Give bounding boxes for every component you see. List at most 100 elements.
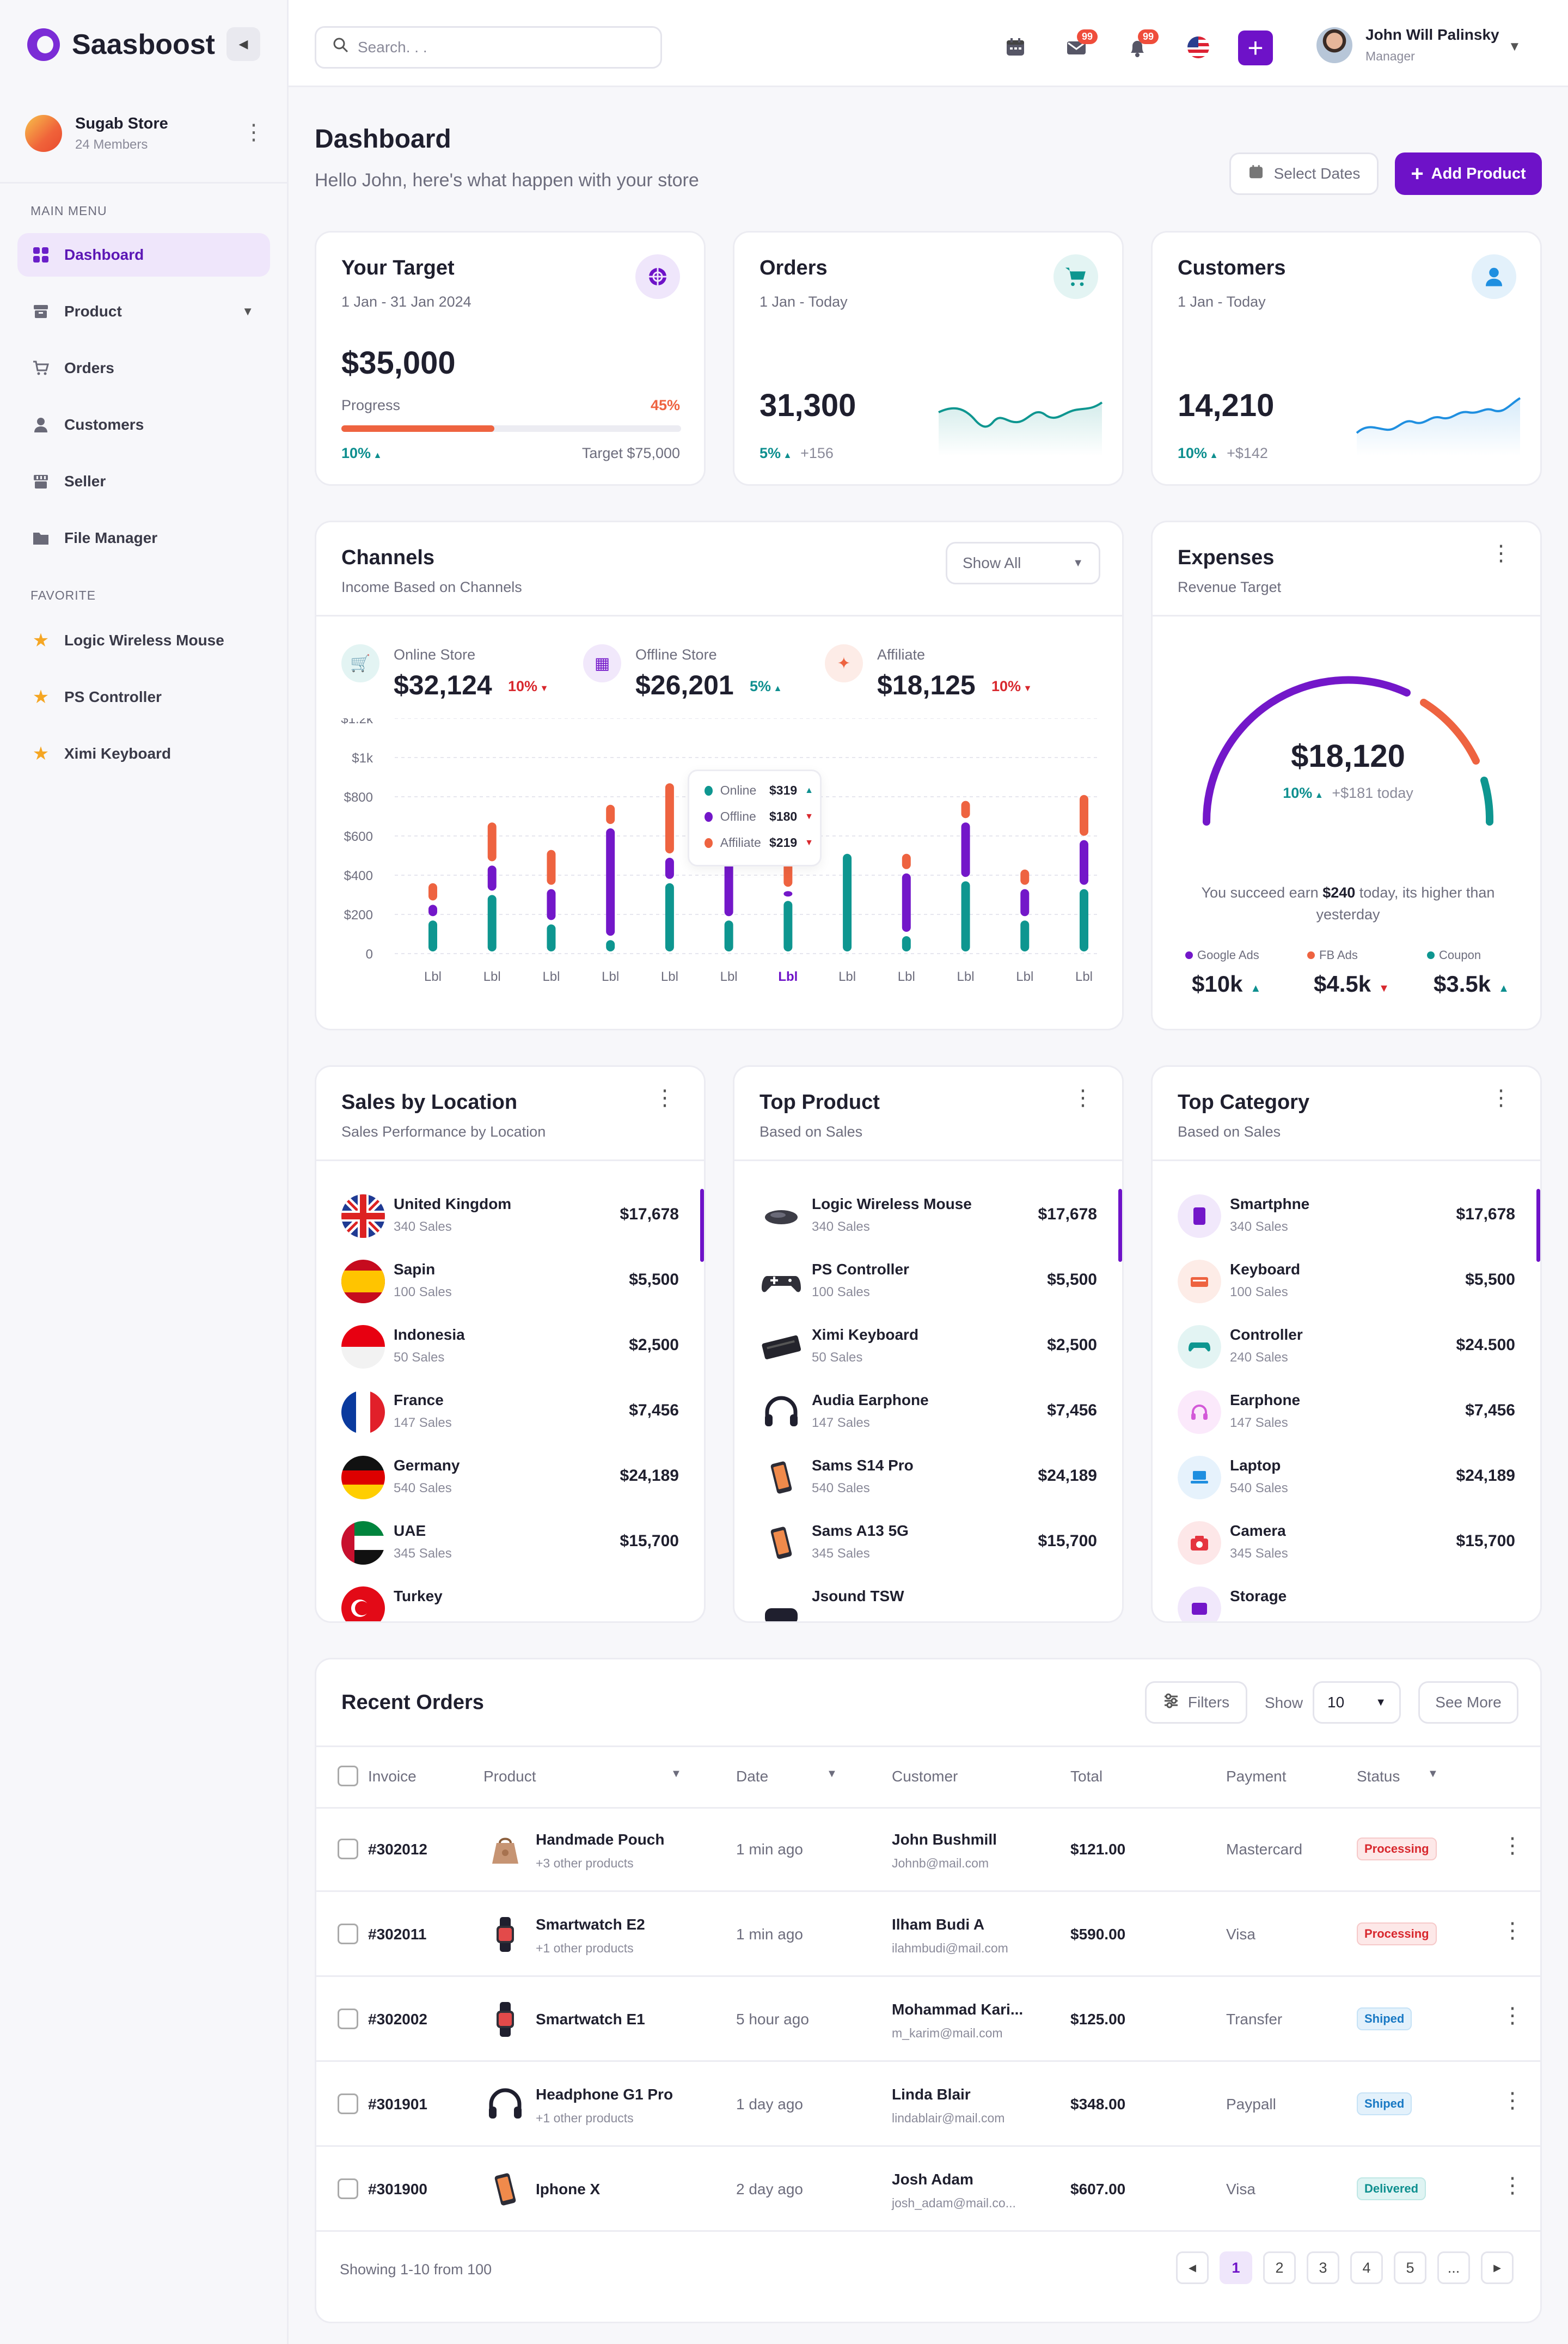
- bar-segment-affiliate[interactable]: [487, 822, 497, 862]
- store-menu-icon[interactable]: ⋮: [243, 120, 265, 144]
- bar-segment-offline[interactable]: [606, 828, 615, 936]
- list-item[interactable]: France 147 Sales $7,456: [341, 1385, 679, 1445]
- favorite-item-keyboard[interactable]: ★ Ximi Keyboard: [17, 732, 270, 776]
- list-item[interactable]: UAE 345 Sales $15,700: [341, 1516, 679, 1576]
- list-item[interactable]: Jsound TSW: [759, 1581, 1097, 1621]
- row-checkbox[interactable]: [338, 2178, 358, 2199]
- list-item[interactable]: Storage: [1178, 1581, 1515, 1621]
- list-item[interactable]: Logic Wireless Mouse 340 Sales $17,678: [759, 1189, 1097, 1249]
- page-size-select[interactable]: 10 ▼: [1313, 1681, 1401, 1724]
- list-item[interactable]: Controller 240 Sales $24.500: [1178, 1320, 1515, 1379]
- sidebar-item-customers[interactable]: Customers: [17, 403, 270, 447]
- list-item[interactable]: Camera 345 Sales $15,700: [1178, 1516, 1515, 1576]
- bar-segment-offline[interactable]: [961, 822, 970, 877]
- row-actions-icon[interactable]: ⋮: [1502, 2174, 1523, 2198]
- search-box[interactable]: Search. . .: [315, 26, 662, 69]
- invoice-id[interactable]: #302012: [368, 1841, 428, 1858]
- row-actions-icon[interactable]: ⋮: [1502, 1919, 1523, 1943]
- list-item[interactable]: Sams A13 5G 345 Sales $15,700: [759, 1516, 1097, 1576]
- bar-segment-offline[interactable]: [1080, 840, 1088, 885]
- column-header-payment[interactable]: Payment: [1226, 1768, 1287, 1785]
- sidebar-item-orders[interactable]: Orders: [17, 346, 270, 390]
- create-button[interactable]: +: [1238, 30, 1273, 65]
- bar-segment-offline[interactable]: [1020, 889, 1030, 917]
- column-header-total[interactable]: Total: [1070, 1768, 1103, 1785]
- more-options-icon[interactable]: ⋮: [1490, 541, 1512, 565]
- column-header-date[interactable]: Date: [736, 1768, 769, 1785]
- column-header-invoice[interactable]: Invoice: [368, 1768, 416, 1785]
- page-button[interactable]: 3: [1307, 2251, 1339, 2284]
- collapse-sidebar-button[interactable]: ◀: [226, 27, 260, 61]
- list-item[interactable]: Sapin 100 Sales $5,500: [341, 1254, 679, 1314]
- page-button[interactable]: 1: [1220, 2251, 1252, 2284]
- language-flag-icon[interactable]: [1184, 33, 1213, 62]
- bar-segment-offline[interactable]: [724, 858, 733, 917]
- list-item[interactable]: Audia Earphone 147 Sales $7,456: [759, 1385, 1097, 1445]
- bar-segment-online[interactable]: [665, 883, 674, 951]
- column-header-product[interactable]: Product: [483, 1768, 536, 1785]
- bar-segment-affiliate[interactable]: [547, 850, 556, 885]
- bar-segment-offline[interactable]: [547, 889, 556, 920]
- page-button[interactable]: ...: [1437, 2251, 1470, 2284]
- select-all-checkbox[interactable]: [338, 1766, 358, 1786]
- favorite-item-mouse[interactable]: ★ Logic Wireless Mouse: [17, 619, 270, 662]
- table-row[interactable]: #302002 Smartwatch E1 5 hour ago Mohammad K…: [315, 1977, 1542, 2062]
- bar-segment-affiliate[interactable]: [961, 801, 970, 819]
- row-checkbox[interactable]: [338, 1839, 358, 1859]
- row-actions-icon[interactable]: ⋮: [1502, 1834, 1523, 1858]
- favorite-item-controller[interactable]: ★ PS Controller: [17, 675, 270, 719]
- row-checkbox[interactable]: [338, 2009, 358, 2029]
- bell-icon[interactable]: 99: [1123, 29, 1159, 62]
- scrollbar-thumb[interactable]: [700, 1189, 704, 1262]
- table-row[interactable]: #302012 Handmade Pouch +3 other products 1 …: [315, 1807, 1542, 1892]
- sidebar-item-product[interactable]: Product ▼: [17, 290, 270, 333]
- row-actions-icon[interactable]: ⋮: [1502, 2004, 1523, 2028]
- sidebar-item-seller[interactable]: Seller: [17, 460, 270, 503]
- calendar-icon[interactable]: [1001, 33, 1030, 62]
- scrollbar-thumb[interactable]: [1536, 1189, 1540, 1262]
- next-page-button[interactable]: ▶: [1481, 2251, 1514, 2284]
- invoice-id[interactable]: #302002: [368, 2011, 428, 2028]
- sidebar-item-file-manager[interactable]: File Manager: [17, 516, 270, 560]
- more-options-icon[interactable]: ⋮: [1072, 1086, 1094, 1110]
- table-row[interactable]: #302011 Smartwatch E2 +1 other products 1 m…: [315, 1892, 1542, 1977]
- list-item[interactable]: Smartphne 340 Sales $17,678: [1178, 1189, 1515, 1249]
- list-item[interactable]: PS Controller 100 Sales $5,500: [759, 1254, 1097, 1314]
- row-actions-icon[interactable]: ⋮: [1502, 2089, 1523, 2113]
- bar-segment-affiliate[interactable]: [1080, 795, 1088, 836]
- bar-segment-offline[interactable]: [902, 873, 911, 932]
- bar-segment-affiliate[interactable]: [1020, 869, 1030, 885]
- sidebar-item-dashboard[interactable]: Dashboard: [17, 233, 270, 277]
- bar-segment-affiliate[interactable]: [665, 783, 674, 853]
- bar-segment-online[interactable]: [724, 920, 733, 951]
- bar-segment-affiliate[interactable]: [606, 804, 615, 824]
- filters-button[interactable]: Filters: [1145, 1681, 1247, 1724]
- bar-segment-offline[interactable]: [783, 891, 793, 897]
- more-options-icon[interactable]: ⋮: [654, 1086, 676, 1110]
- bar-segment-offline[interactable]: [487, 865, 497, 891]
- column-header-status[interactable]: Status: [1357, 1768, 1400, 1785]
- list-item[interactable]: Sams S14 Pro 540 Sales $24,189: [759, 1450, 1097, 1510]
- page-button[interactable]: 2: [1263, 2251, 1296, 2284]
- list-item[interactable]: Turkey: [341, 1581, 679, 1621]
- bar-segment-online[interactable]: [961, 881, 970, 951]
- search-input[interactable]: Search. . .: [358, 39, 427, 56]
- bar-segment-online[interactable]: [606, 940, 615, 951]
- list-item[interactable]: United Kingdom 340 Sales $17,678: [341, 1189, 679, 1249]
- channels-filter-select[interactable]: Show All ▼: [946, 542, 1100, 584]
- bar-segment-online[interactable]: [428, 920, 437, 951]
- bar-segment-online[interactable]: [783, 901, 793, 951]
- list-item[interactable]: Germany 540 Sales $24,189: [341, 1450, 679, 1510]
- page-button[interactable]: 5: [1394, 2251, 1426, 2284]
- list-item[interactable]: Earphone 147 Sales $7,456: [1178, 1385, 1515, 1445]
- list-item[interactable]: Keyboard 100 Sales $5,500: [1178, 1254, 1515, 1314]
- list-item[interactable]: Ximi Keyboard 50 Sales $2,500: [759, 1320, 1097, 1379]
- page-button[interactable]: 4: [1350, 2251, 1383, 2284]
- chevron-down-icon[interactable]: ▼: [671, 1768, 682, 1780]
- table-row[interactable]: #301901 Headphone G1 Pro +1 other products…: [315, 2062, 1542, 2147]
- more-options-icon[interactable]: ⋮: [1490, 1086, 1512, 1110]
- invoice-id[interactable]: #301901: [368, 2096, 428, 2113]
- column-header-customer[interactable]: Customer: [892, 1768, 958, 1785]
- chevron-down-icon[interactable]: ▼: [1508, 39, 1521, 54]
- invoice-id[interactable]: #301900: [368, 2181, 428, 2198]
